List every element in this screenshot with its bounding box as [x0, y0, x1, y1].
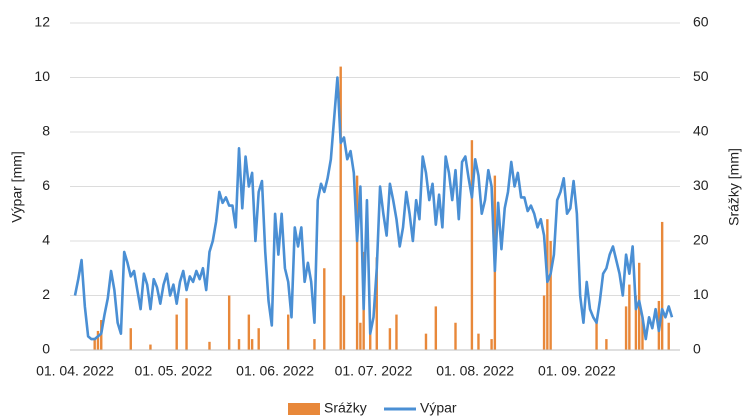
bar — [490, 339, 493, 350]
bar — [287, 314, 290, 350]
y-axis-label: Výpar [mm] — [9, 151, 25, 223]
x-tick-label: 01. 05. 2022 — [134, 363, 212, 379]
bar — [641, 317, 644, 350]
bar — [595, 322, 598, 350]
y2-tick-label: 20 — [693, 232, 709, 248]
y2-tick-label: 30 — [693, 177, 709, 193]
bar — [323, 268, 326, 350]
y-tick-label: 10 — [34, 68, 50, 84]
bar — [549, 241, 552, 350]
bar — [149, 344, 152, 350]
bar — [634, 295, 638, 350]
bar — [375, 257, 378, 350]
bar — [96, 330, 100, 350]
x-tick-label: 01. 04. 2022 — [36, 363, 114, 379]
bar — [667, 322, 670, 350]
legend-swatch — [288, 403, 320, 415]
bar — [542, 295, 546, 350]
bar — [355, 175, 359, 350]
bar — [424, 333, 428, 350]
y-tick-label: 12 — [34, 14, 50, 30]
bar — [93, 339, 96, 350]
x-tick-label: 01. 07. 2022 — [335, 363, 413, 379]
legend-label: Výpar — [420, 400, 457, 416]
bar — [250, 339, 254, 350]
bar — [660, 221, 664, 350]
x-tick-label: 01. 08. 2022 — [436, 363, 514, 379]
bar — [227, 295, 231, 350]
y-tick-label: 8 — [42, 123, 50, 139]
bar — [185, 298, 188, 350]
bar — [257, 328, 260, 350]
bar — [477, 333, 480, 350]
bar — [454, 322, 457, 350]
y-tick-label: 4 — [42, 232, 50, 248]
y-tick-label: 2 — [42, 286, 50, 302]
bar — [369, 322, 372, 350]
bar — [359, 322, 362, 350]
bar — [339, 66, 342, 350]
bar — [388, 328, 392, 350]
y2-tick-label: 10 — [693, 286, 709, 302]
bar — [434, 306, 438, 350]
bar — [470, 140, 474, 350]
bar — [175, 314, 178, 350]
bar — [605, 339, 608, 350]
y2-axis-label: Srážky [mm] — [726, 148, 742, 226]
bar — [237, 339, 241, 350]
y-tick-label: 6 — [42, 177, 50, 193]
bar — [247, 314, 251, 350]
bar — [342, 295, 346, 350]
bar — [628, 284, 631, 350]
y2-tick-label: 40 — [693, 123, 709, 139]
bar — [546, 219, 549, 350]
y2-tick-label: 60 — [693, 14, 709, 30]
line — [73, 76, 674, 341]
bar — [208, 341, 211, 350]
y2-tick-label: 0 — [693, 341, 701, 357]
x-tick-label: 01. 06. 2022 — [236, 363, 314, 379]
legend-label: Srážky — [324, 400, 367, 416]
y-tick-label: 0 — [42, 341, 50, 357]
bar — [129, 328, 132, 350]
bar — [313, 339, 316, 350]
y2-tick-label: 50 — [693, 68, 709, 84]
bar — [624, 306, 628, 350]
x-tick-label: 01. 09. 2022 — [538, 363, 616, 379]
bar — [395, 314, 398, 350]
